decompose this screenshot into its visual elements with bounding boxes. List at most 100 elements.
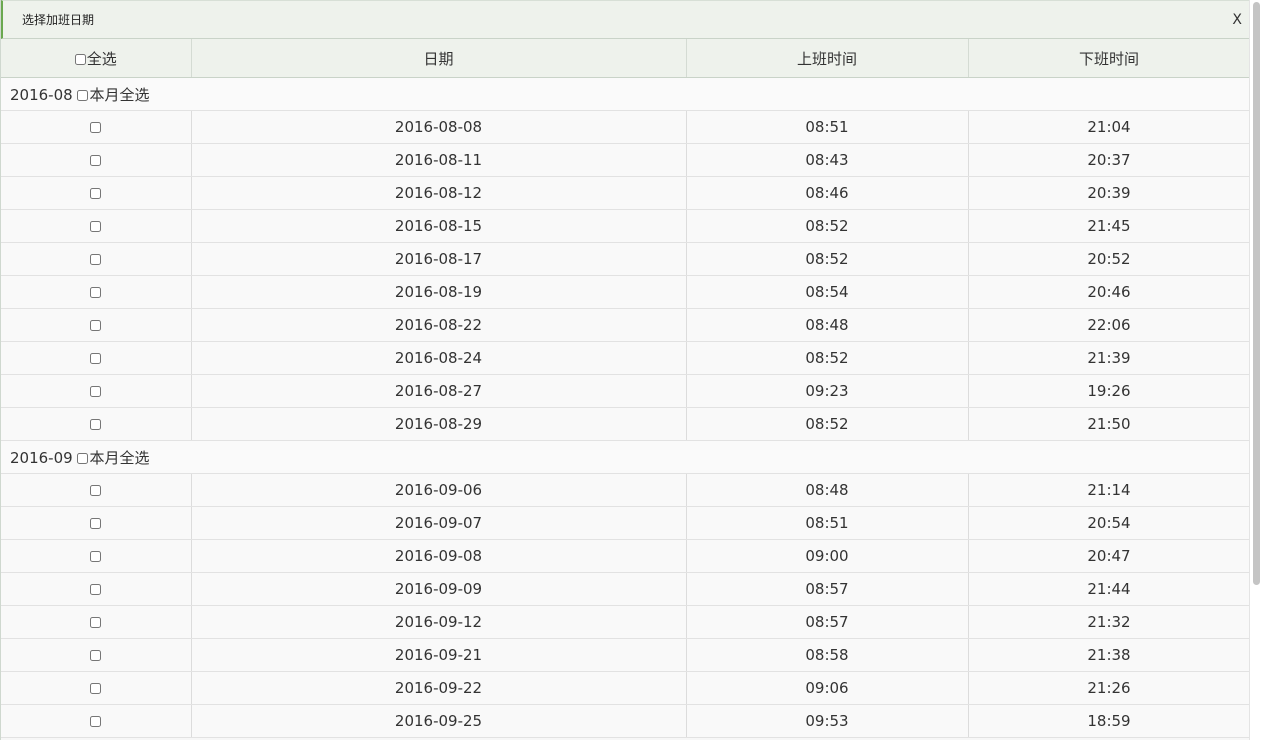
row-checkbox[interactable] <box>89 320 101 331</box>
date-cell: 2016-08-24 <box>191 341 687 375</box>
start-time-cell: 09:23 <box>686 374 969 408</box>
start-time-cell: 08:52 <box>686 242 969 276</box>
select-all-label: 全选 <box>86 49 117 68</box>
end-time-cell: 21:45 <box>968 209 1250 243</box>
row-select-cell <box>1 209 192 243</box>
date-cell: 2016-09-12 <box>191 605 687 639</box>
row-checkbox[interactable] <box>89 551 101 562</box>
row-checkbox[interactable] <box>89 716 101 727</box>
date-cell: 2016-08-08 <box>191 110 687 144</box>
end-time-cell: 18:59 <box>968 704 1250 738</box>
end-time-cell: 22:06 <box>968 308 1250 342</box>
table-row: 2016-08-11 08:43 20:37 <box>1 143 1250 177</box>
select-month-checkbox[interactable] <box>77 89 89 101</box>
row-checkbox[interactable] <box>89 122 101 133</box>
start-time-cell: 08:46 <box>686 176 969 210</box>
end-time-cell: 20:37 <box>968 143 1250 177</box>
start-time-cell: 08:51 <box>686 110 969 144</box>
row-checkbox[interactable] <box>89 188 101 199</box>
row-checkbox[interactable] <box>89 650 101 661</box>
row-select-cell <box>1 572 192 606</box>
date-cell: 2016-09-07 <box>191 506 687 540</box>
select-all-checkbox[interactable] <box>74 53 86 65</box>
table-row: 2016-08-24 08:52 21:39 <box>1 341 1250 375</box>
month-group-cell: 2016-09 本月全选 <box>1 440 1250 474</box>
table-row: 2016-09-06 08:48 21:14 <box>1 473 1250 507</box>
overtime-table: 全选 日期 上班时间 下班时间 2016-08 本月全选 2016-08-08 08… <box>1 39 1250 738</box>
date-cell: 2016-08-29 <box>191 407 687 441</box>
row-checkbox[interactable] <box>89 584 101 595</box>
date-cell: 2016-08-19 <box>191 275 687 309</box>
end-time-cell: 20:39 <box>968 176 1250 210</box>
row-select-cell <box>1 308 192 342</box>
end-time-cell: 21:44 <box>968 572 1250 606</box>
vertical-scrollbar[interactable] <box>1249 0 1262 740</box>
table-row: 2016-08-27 09:23 19:26 <box>1 374 1250 408</box>
dialog-title: 选择加班日期 <box>22 13 95 27</box>
date-cell: 2016-09-08 <box>191 539 687 573</box>
month-group-row: 2016-09 本月全选 <box>1 440 1250 474</box>
row-checkbox[interactable] <box>89 287 101 298</box>
row-select-cell <box>1 407 192 441</box>
row-checkbox[interactable] <box>89 221 101 232</box>
date-cell: 2016-09-25 <box>191 704 687 738</box>
start-time-cell: 08:54 <box>686 275 969 309</box>
table-row: 2016-08-17 08:52 20:52 <box>1 242 1250 276</box>
table-row: 2016-08-19 08:54 20:46 <box>1 275 1250 309</box>
end-time-cell: 20:47 <box>968 539 1250 573</box>
date-cell: 2016-08-17 <box>191 242 687 276</box>
start-time-cell: 08:48 <box>686 473 969 507</box>
date-cell: 2016-08-22 <box>191 308 687 342</box>
row-checkbox[interactable] <box>89 518 101 529</box>
date-cell: 2016-09-21 <box>191 638 687 672</box>
table-row: 2016-09-07 08:51 20:54 <box>1 506 1250 540</box>
start-time-cell: 08:51 <box>686 506 969 540</box>
start-time-cell: 08:58 <box>686 638 969 672</box>
date-cell: 2016-09-09 <box>191 572 687 606</box>
row-checkbox[interactable] <box>89 254 101 265</box>
row-checkbox[interactable] <box>89 419 101 430</box>
scrollbar-thumb[interactable] <box>1253 2 1260 585</box>
row-checkbox[interactable] <box>89 617 101 628</box>
table-row: 2016-08-22 08:48 22:06 <box>1 308 1250 342</box>
date-cell: 2016-08-27 <box>191 374 687 408</box>
start-time-cell: 08:52 <box>686 209 969 243</box>
end-time-cell: 20:54 <box>968 506 1250 540</box>
row-checkbox[interactable] <box>89 353 101 364</box>
row-select-cell <box>1 341 192 375</box>
month-label: 2016-08 <box>10 85 73 104</box>
start-time-cell: 08:48 <box>686 308 969 342</box>
row-select-cell <box>1 638 192 672</box>
start-time-cell: 09:06 <box>686 671 969 705</box>
table-row: 2016-09-25 09:53 18:59 <box>1 704 1250 738</box>
select-month-checkbox[interactable] <box>77 452 89 464</box>
row-select-cell <box>1 506 192 540</box>
close-button[interactable]: X <box>1232 11 1242 28</box>
month-label: 2016-09 <box>10 448 73 467</box>
end-time-cell: 20:46 <box>968 275 1250 309</box>
header-end-time: 下班时间 <box>968 39 1250 78</box>
row-checkbox[interactable] <box>89 485 101 496</box>
table-row: 2016-08-29 08:52 21:50 <box>1 407 1250 441</box>
date-cell: 2016-08-12 <box>191 176 687 210</box>
row-checkbox[interactable] <box>89 683 101 694</box>
table-body: 2016-08 本月全选 2016-08-08 08:51 21:04 2016-08-… <box>1 77 1250 738</box>
row-checkbox[interactable] <box>89 155 101 166</box>
date-cell: 2016-09-22 <box>191 671 687 705</box>
table-row: 2016-09-12 08:57 21:32 <box>1 605 1250 639</box>
table-row: 2016-08-12 08:46 20:39 <box>1 176 1250 210</box>
header-start-time: 上班时间 <box>686 39 969 78</box>
row-select-cell <box>1 671 192 705</box>
header-select-all: 全选 <box>1 39 192 78</box>
end-time-cell: 21:50 <box>968 407 1250 441</box>
table-header-row: 全选 日期 上班时间 下班时间 <box>1 39 1250 78</box>
row-checkbox[interactable] <box>89 386 101 397</box>
table-row: 2016-08-08 08:51 21:04 <box>1 110 1250 144</box>
row-select-cell <box>1 110 192 144</box>
table-row: 2016-09-21 08:58 21:38 <box>1 638 1250 672</box>
row-select-cell <box>1 539 192 573</box>
start-time-cell: 08:43 <box>686 143 969 177</box>
table-row: 2016-08-15 08:52 21:45 <box>1 209 1250 243</box>
select-month-label: 本月全选 <box>89 85 150 104</box>
